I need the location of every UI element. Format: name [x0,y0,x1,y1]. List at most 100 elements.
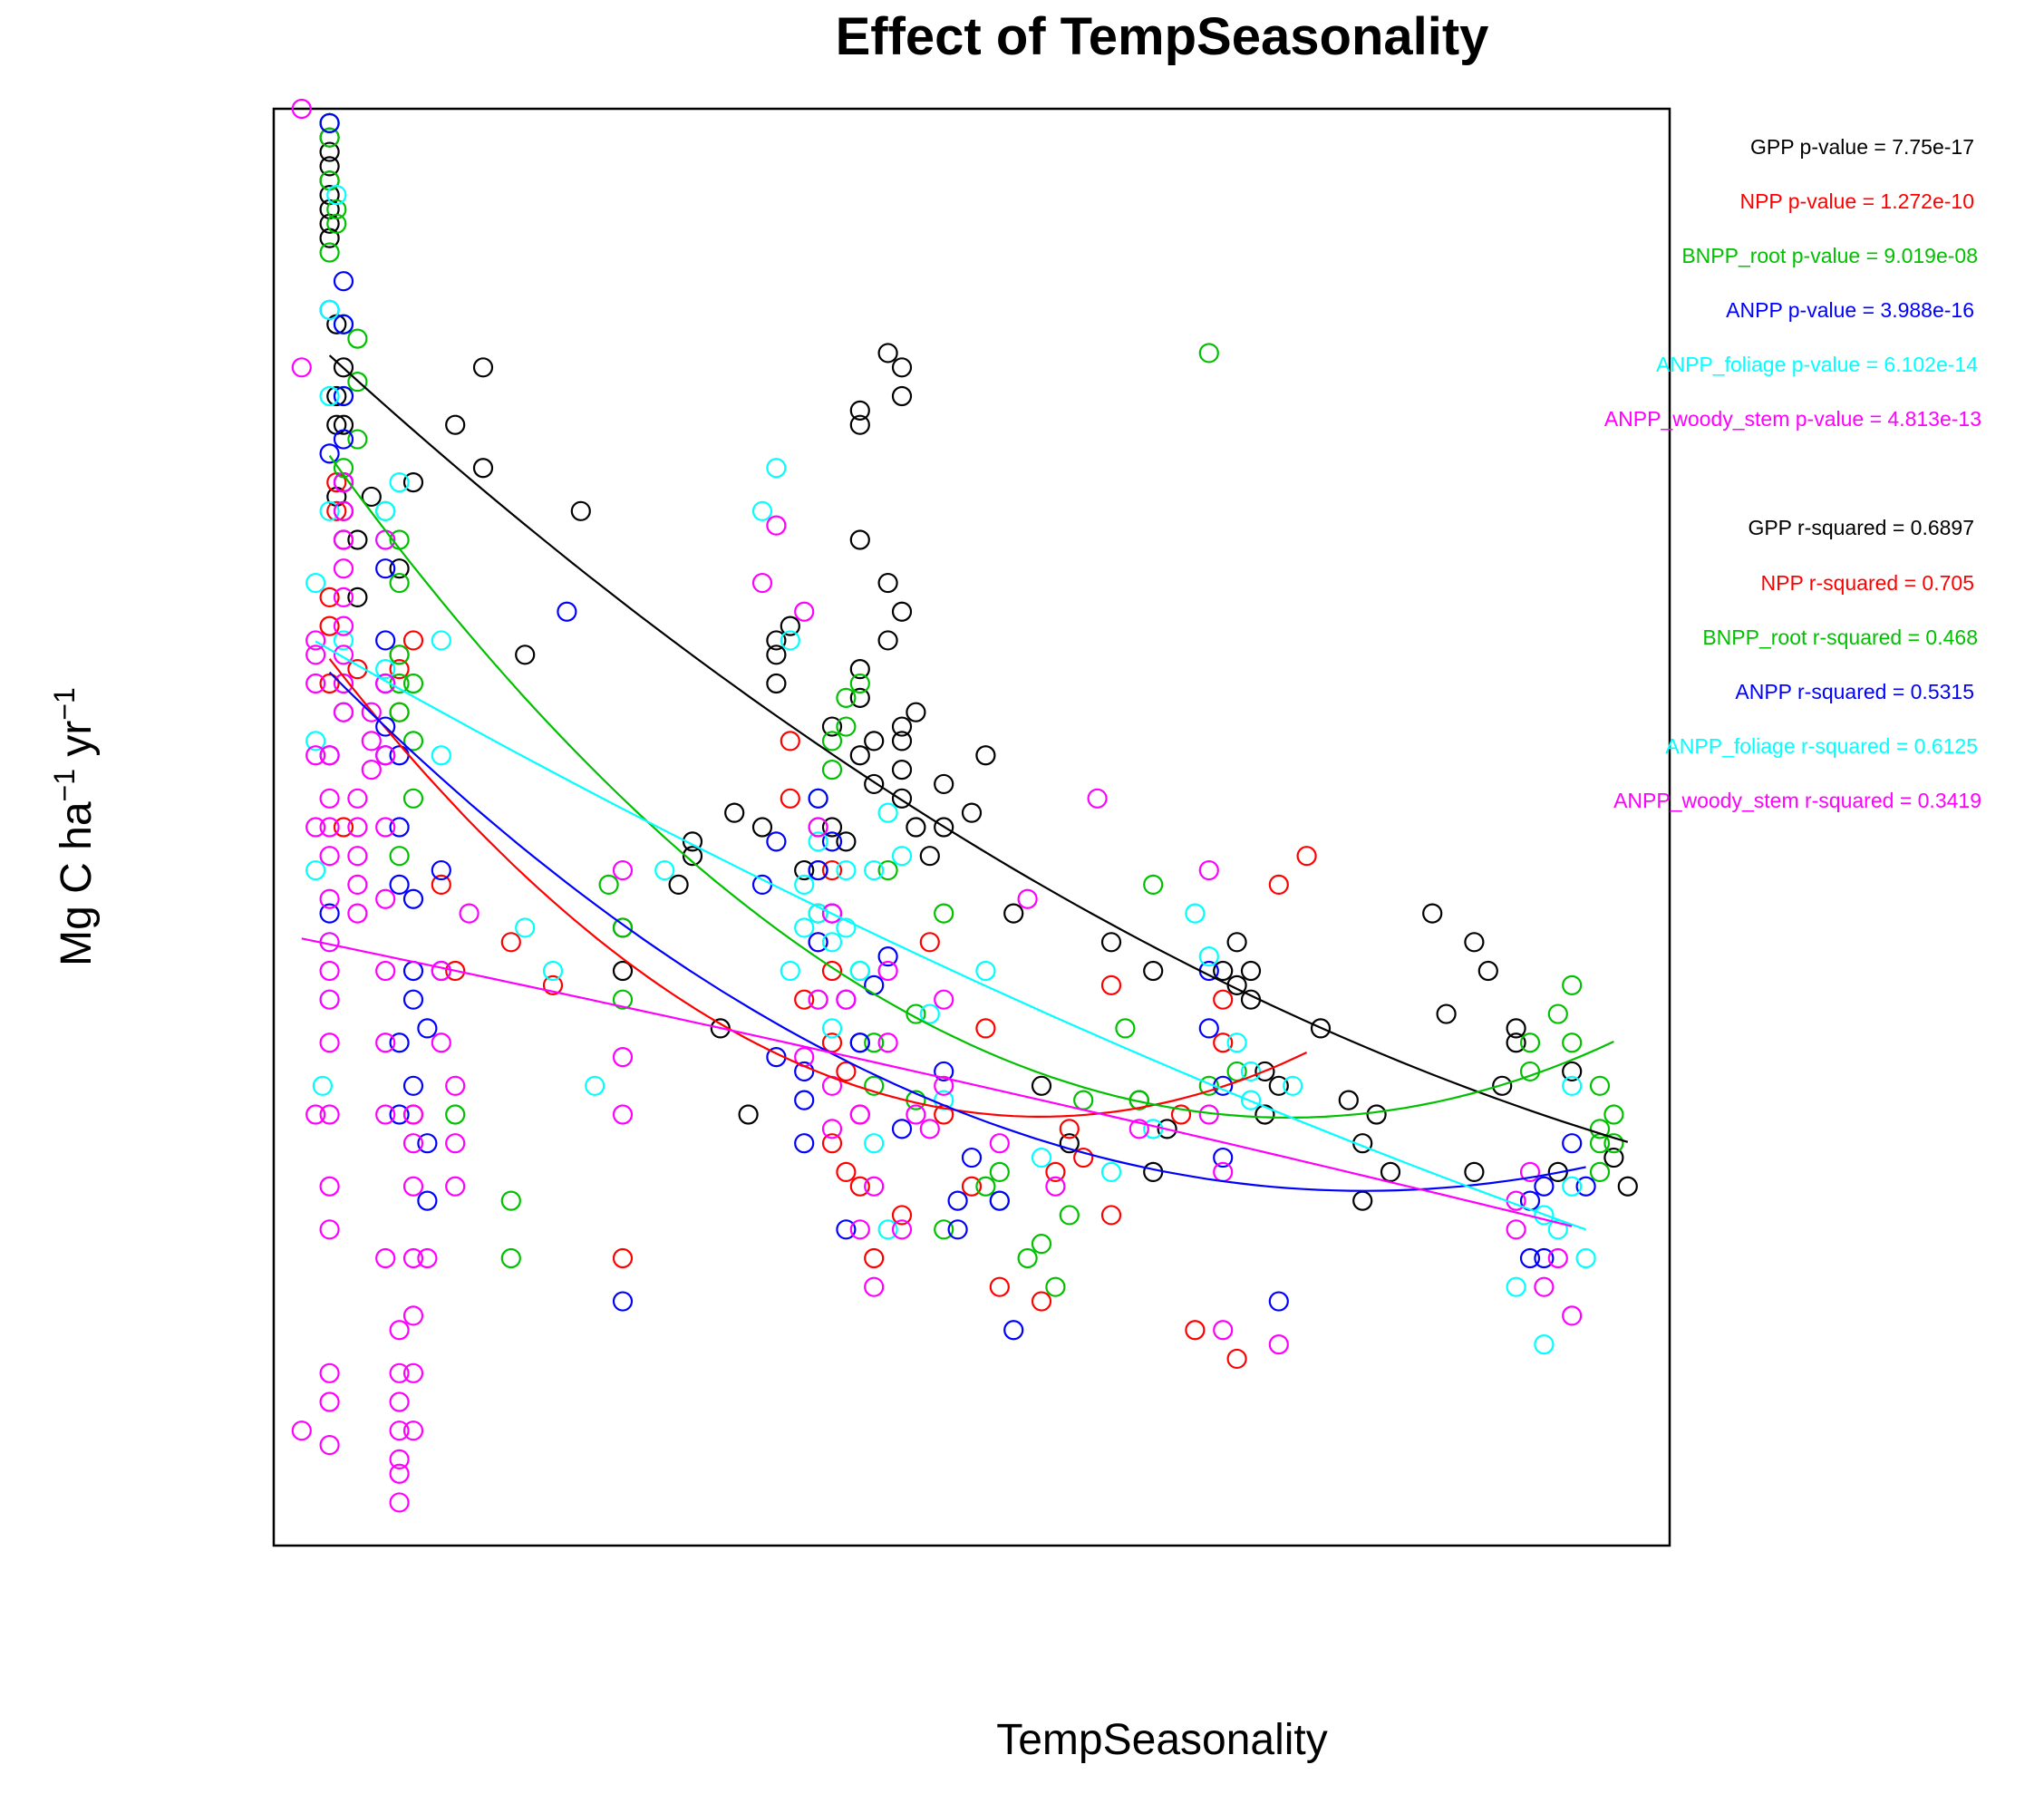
y-axis-label-sup2: −1 [48,687,81,720]
fit-line-anpp [328,671,1586,1192]
point-anpp-foliage [864,1133,885,1154]
point-npp [836,1061,857,1082]
point-npp [1268,874,1289,896]
point-anpp [319,443,340,464]
point-anpp [333,429,354,450]
point-anpp-foliage [305,572,326,594]
point-anpp [431,859,451,881]
point-anpp [1575,1176,1596,1197]
point-anpp [794,1133,815,1154]
point-anpp [375,630,396,651]
point-anpp-foliage [821,1018,843,1039]
point-anpp [402,1075,424,1096]
point-bnpp-root [989,1161,1010,1183]
point-anpp [808,788,828,809]
point-npp [1059,1119,1080,1139]
point-gpp [1617,1176,1638,1197]
point-anpp-foliage [431,745,451,766]
point-bnpp-root [1031,1234,1052,1255]
point-gpp [891,716,913,737]
point-anpp [1003,1320,1024,1341]
point-gpp [1254,1061,1275,1082]
point-anpp-woody-stem [333,645,354,665]
point-anpp-woody-stem [347,788,368,809]
point-bnpp-root [1017,1247,1038,1269]
point-npp [864,1247,885,1269]
point-bnpp-root [1143,874,1164,896]
point-anpp [417,1133,438,1154]
point-gpp [1254,1104,1275,1125]
point-gpp [1143,1161,1164,1183]
point-gpp [738,1104,759,1125]
point-bnpp-root [934,903,954,924]
point-gpp [934,773,954,795]
point-bnpp-root [877,859,898,881]
point-bnpp-root [1589,1161,1611,1183]
point-anpp [1562,1133,1583,1154]
point-gpp [1310,1018,1332,1039]
point-bnpp-root [836,716,857,737]
point-bnpp-root [1198,1075,1219,1096]
point-anpp-woody-stem [934,989,954,1010]
point-gpp [724,802,745,823]
point-bnpp-root [1198,343,1219,364]
point-anpp-woody-stem [849,1104,870,1125]
point-anpp-woody-stem [1534,1276,1555,1297]
point-npp [1100,974,1122,995]
point-anpp-woody-stem [821,1119,843,1139]
pvalue-bnpp-root: BNPP_root p-value = 9.019e-08 [1681,244,1978,267]
point-anpp-woody-stem [361,702,382,722]
point-gpp [891,357,913,378]
point-npp [1226,1348,1247,1370]
point-anpp-woody-stem [402,1176,424,1197]
point-bnpp-root [402,731,424,751]
point-bnpp-root [389,702,410,722]
point-npp [780,788,800,809]
point-anpp-woody-stem [305,630,326,651]
fit-line-anpp-foliage [315,640,1586,1231]
point-npp [836,1161,857,1183]
point-bnpp-root [347,328,368,349]
point-anpp-woody-stem [877,1033,898,1053]
point-gpp [780,616,800,636]
point-anpp-woody-stem [919,1119,940,1139]
point-anpp-woody-stem [836,989,857,1010]
point-gpp [975,745,996,766]
point-anpp-woody-stem [375,1104,396,1125]
point-npp [319,673,340,694]
point-anpp-woody-stem [431,960,451,982]
point-anpp-woody-stem [906,1104,926,1125]
point-bnpp-root [347,372,368,393]
point-gpp [821,817,843,838]
point-anpp-woody-stem [1506,1219,1526,1240]
point-npp [319,616,340,636]
point-anpp [319,112,340,133]
point-gpp [389,558,410,579]
point-anpp-woody-stem [1087,788,1108,809]
point-bnpp-root [864,1075,885,1096]
point-bnpp-root [389,846,410,867]
point-anpp-woody-stem [1547,1247,1568,1269]
point-npp [1296,846,1317,867]
point-gpp [1477,960,1498,982]
point-gpp [1226,932,1247,953]
point-anpp [794,1061,815,1082]
point-gpp [877,343,898,364]
point-anpp-foliage [1031,1147,1052,1168]
point-anpp-woody-stem [402,1133,424,1154]
point-anpp-foliage [305,859,326,881]
point-gpp [333,357,354,378]
point-bnpp-root [389,572,410,594]
point-anpp-woody-stem [319,1176,340,1197]
point-npp [919,932,940,953]
point-gpp [347,587,368,608]
point-bnpp-root [821,731,843,751]
point-gpp [1352,1190,1373,1211]
point-gpp [849,529,870,550]
point-npp [402,630,424,651]
point-anpp-woody-stem [808,989,828,1010]
point-gpp [891,385,913,407]
point-anpp-woody-stem [389,1420,410,1441]
point-gpp [682,831,703,852]
chart-title: Effect of TempSeasonality [836,7,1489,66]
